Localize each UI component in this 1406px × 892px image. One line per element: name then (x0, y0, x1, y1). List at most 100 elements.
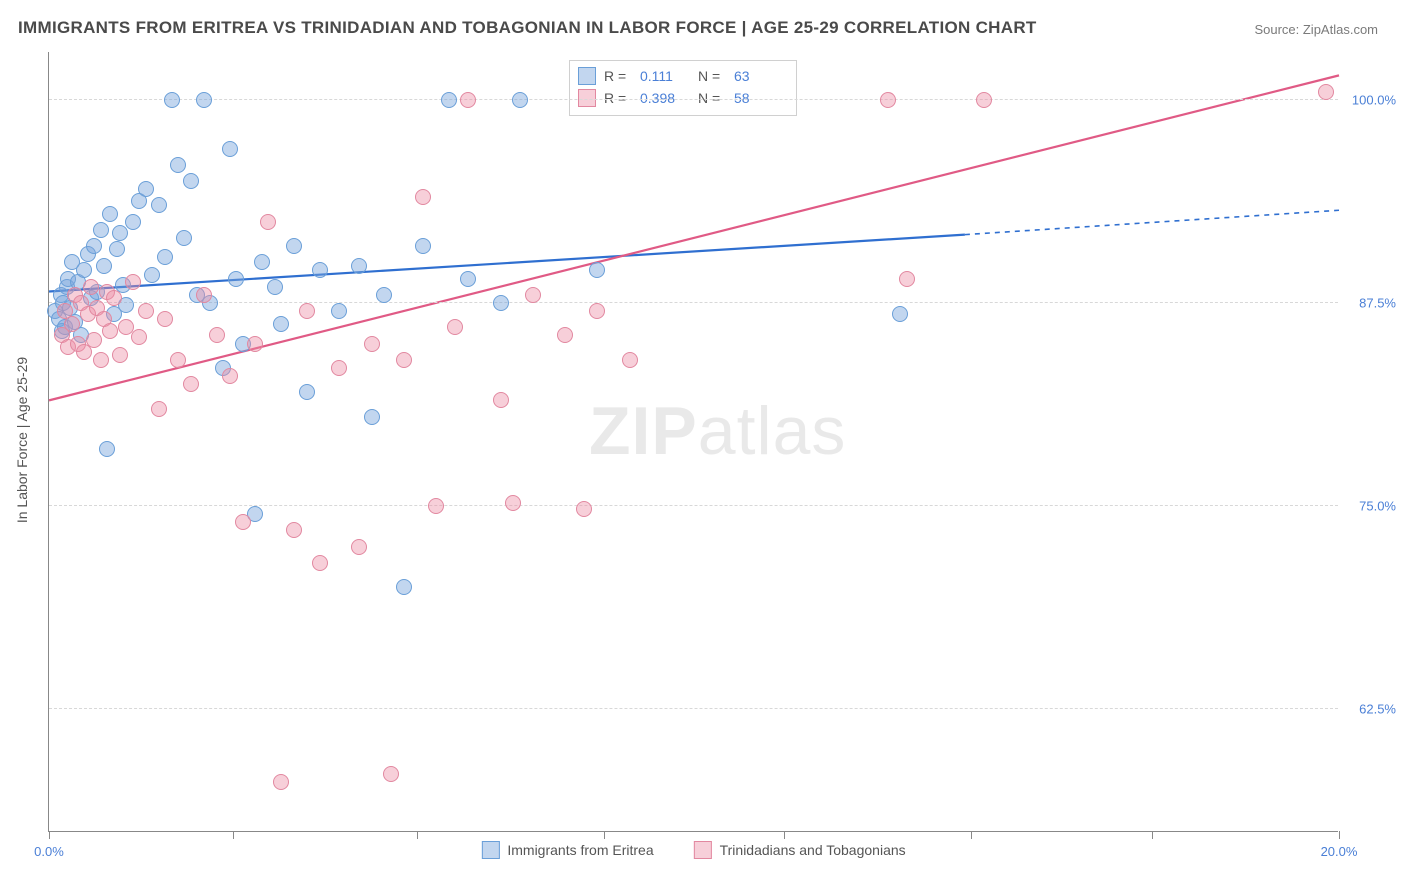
data-point (415, 238, 431, 254)
data-point (222, 141, 238, 157)
data-point (170, 157, 186, 173)
data-point (976, 92, 992, 108)
x-tick (604, 831, 605, 839)
data-point (493, 392, 509, 408)
data-point (415, 189, 431, 205)
data-point (64, 316, 80, 332)
x-tick-label: 20.0% (1321, 844, 1358, 859)
data-point (228, 271, 244, 287)
data-point (899, 271, 915, 287)
data-point (83, 279, 99, 295)
data-point (96, 258, 112, 274)
data-point (460, 271, 476, 287)
data-point (351, 539, 367, 555)
chart-title: IMMIGRANTS FROM ERITREA VS TRINIDADIAN A… (18, 18, 1037, 38)
legend-row: R = 0.111 N = 63 (578, 65, 784, 87)
legend-label: Immigrants from Eritrea (507, 842, 653, 858)
data-point (441, 92, 457, 108)
data-point (364, 409, 380, 425)
data-point (299, 303, 315, 319)
legend-swatch (481, 841, 499, 859)
data-point (112, 225, 128, 241)
data-point (157, 249, 173, 265)
data-point (589, 303, 605, 319)
x-tick (784, 831, 785, 839)
legend-item: Immigrants from Eritrea (481, 841, 653, 859)
data-point (589, 262, 605, 278)
data-point (131, 329, 147, 345)
data-point (151, 197, 167, 213)
x-tick-label: 0.0% (34, 844, 64, 859)
data-point (183, 376, 199, 392)
scatter-plot: ZIPatlas R =0.111N =63R =0.398N =58 Immi… (48, 52, 1338, 832)
data-point (273, 316, 289, 332)
data-point (286, 522, 302, 538)
data-point (493, 295, 509, 311)
data-point (312, 262, 328, 278)
data-point (235, 514, 251, 530)
data-point (106, 290, 122, 306)
data-point (1318, 84, 1334, 100)
data-point (99, 441, 115, 457)
y-tick-label: 75.0% (1344, 499, 1396, 514)
data-point (576, 501, 592, 517)
data-point (331, 303, 347, 319)
correlation-legend: R =0.111N =63R =0.398N =58 (569, 60, 797, 116)
data-point (176, 230, 192, 246)
data-point (144, 267, 160, 283)
data-point (93, 352, 109, 368)
data-point (170, 352, 186, 368)
data-point (164, 92, 180, 108)
data-point (196, 287, 212, 303)
data-point (447, 319, 463, 335)
data-point (183, 173, 199, 189)
x-tick (49, 831, 50, 839)
y-axis-label: In Labor Force | Age 25-29 (14, 357, 30, 523)
legend-n-label: N = (698, 65, 726, 87)
data-point (525, 287, 541, 303)
data-point (254, 254, 270, 270)
data-point (125, 274, 141, 290)
data-point (209, 327, 225, 343)
data-point (512, 92, 528, 108)
data-point (892, 306, 908, 322)
data-point (557, 327, 573, 343)
data-point (151, 401, 167, 417)
data-point (260, 214, 276, 230)
data-point (351, 258, 367, 274)
data-point (109, 241, 125, 257)
y-tick-label: 62.5% (1344, 702, 1396, 717)
data-point (622, 352, 638, 368)
x-tick (233, 831, 234, 839)
data-point (112, 347, 128, 363)
data-point (396, 352, 412, 368)
data-point (331, 360, 347, 376)
data-point (102, 206, 118, 222)
legend-item: Trinidadians and Tobagonians (694, 841, 906, 859)
data-point (102, 323, 118, 339)
data-point (396, 579, 412, 595)
data-point (383, 766, 399, 782)
data-point (86, 332, 102, 348)
data-point (376, 287, 392, 303)
data-point (222, 368, 238, 384)
data-point (312, 555, 328, 571)
data-point (428, 498, 444, 514)
legend-r-label: R = (604, 65, 632, 87)
data-point (460, 92, 476, 108)
data-point (157, 311, 173, 327)
source-credit: Source: ZipAtlas.com (1254, 22, 1378, 37)
data-point (273, 774, 289, 790)
data-point (93, 222, 109, 238)
gridline (49, 708, 1338, 709)
legend-label: Trinidadians and Tobagonians (720, 842, 906, 858)
legend-swatch (694, 841, 712, 859)
data-point (267, 279, 283, 295)
data-point (86, 238, 102, 254)
data-point (125, 214, 141, 230)
x-tick (1339, 831, 1340, 839)
legend-r-value: 0.111 (640, 65, 690, 87)
gridline (49, 99, 1338, 100)
legend-n-value: 63 (734, 65, 784, 87)
data-point (138, 181, 154, 197)
